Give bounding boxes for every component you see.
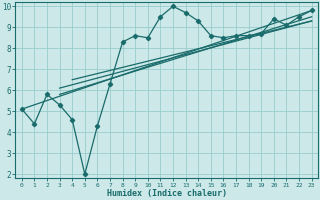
X-axis label: Humidex (Indice chaleur): Humidex (Indice chaleur): [107, 189, 227, 198]
